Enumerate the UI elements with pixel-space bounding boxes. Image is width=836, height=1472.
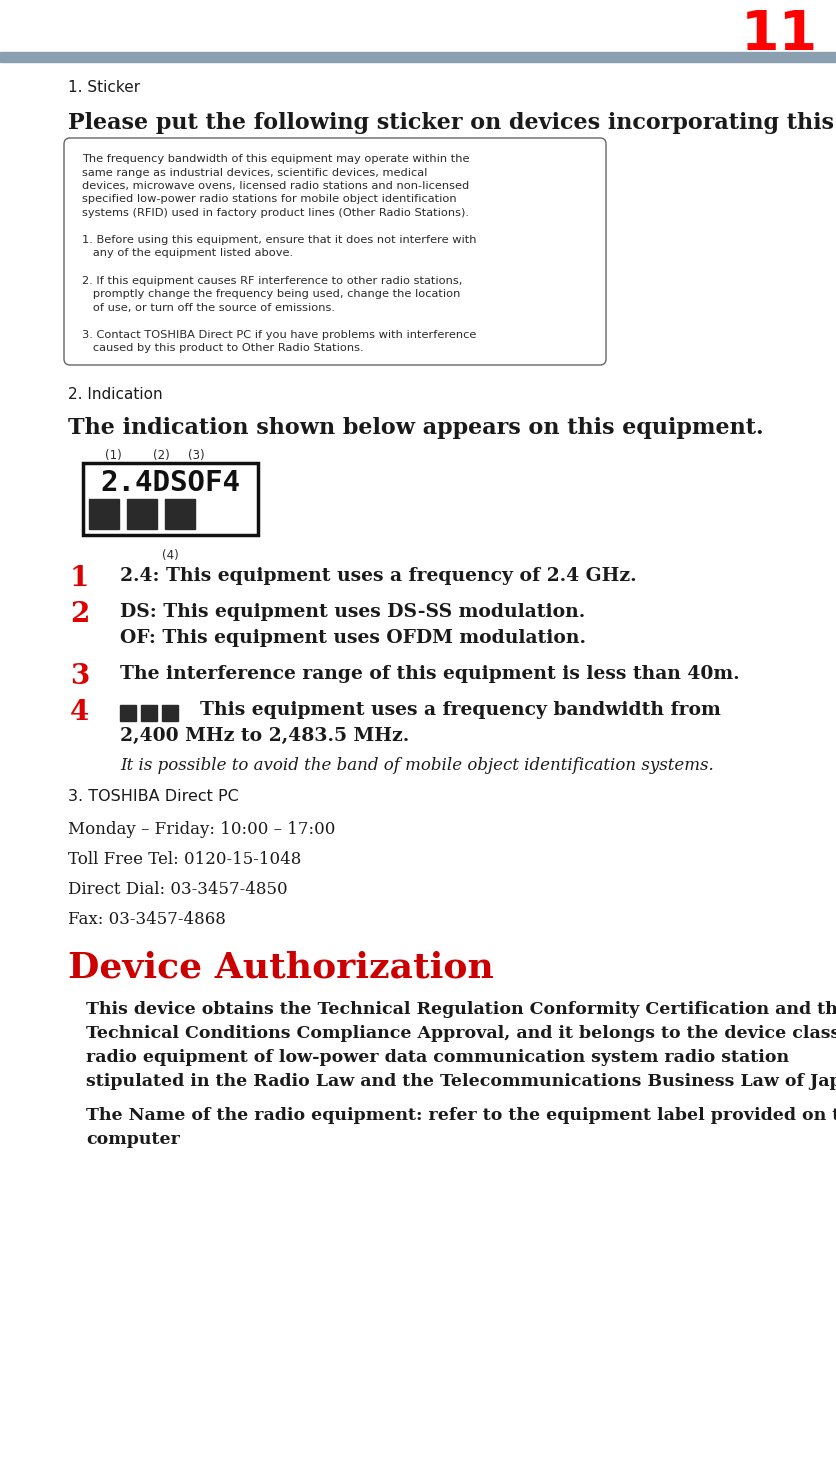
Text: 3. Contact TOSHIBA Direct PC if you have problems with interference: 3. Contact TOSHIBA Direct PC if you have…: [82, 330, 476, 340]
Text: DS: This equipment uses DS-SS modulation.: DS: This equipment uses DS-SS modulation…: [120, 604, 584, 621]
Bar: [0, 52, 836, 62]
Bar: [83, 464, 257, 534]
Text: 3: 3: [70, 662, 89, 690]
Text: Monday – Friday: 10:00 – 17:00: Monday – Friday: 10:00 – 17:00: [68, 821, 335, 838]
Text: specified low-power radio stations for mobile object identification: specified low-power radio stations for m…: [82, 194, 456, 205]
Text: This device obtains the Technical Regulation Conformity Certification and the: This device obtains the Technical Regula…: [86, 1001, 836, 1019]
Bar: [89, 499, 119, 528]
Text: computer: computer: [86, 1130, 180, 1148]
Text: It is possible to avoid the band of mobile object identification systems.: It is possible to avoid the band of mobi…: [120, 757, 713, 774]
Text: 3. TOSHIBA Direct PC: 3. TOSHIBA Direct PC: [68, 789, 238, 804]
Text: Fax: 03-3457-4868: Fax: 03-3457-4868: [68, 911, 226, 927]
Text: 2.4DSOF4: 2.4DSOF4: [100, 470, 240, 498]
Text: (1): (1): [104, 449, 121, 462]
Text: 1: 1: [70, 565, 89, 592]
Text: caused by this product to Other Radio Stations.: caused by this product to Other Radio St…: [82, 343, 363, 353]
Text: This equipment uses a frequency bandwidth from: This equipment uses a frequency bandwidt…: [186, 701, 720, 718]
Text: Technical Conditions Compliance Approval, and it belongs to the device class of: Technical Conditions Compliance Approval…: [86, 1025, 836, 1042]
Bar: [127, 499, 157, 528]
Text: 1. Before using this equipment, ensure that it does not interfere with: 1. Before using this equipment, ensure t…: [82, 236, 476, 244]
Bar: [120, 705, 135, 721]
Text: devices, microwave ovens, licensed radio stations and non-licensed: devices, microwave ovens, licensed radio…: [82, 181, 469, 191]
Text: Direct Dial: 03-3457-4850: Direct Dial: 03-3457-4850: [68, 882, 288, 898]
Text: any of the equipment listed above.: any of the equipment listed above.: [82, 249, 293, 259]
Text: stipulated in the Radio Law and the Telecommunications Business Law of Japan.: stipulated in the Radio Law and the Tele…: [86, 1073, 836, 1089]
Text: The frequency bandwidth of this equipment may operate within the: The frequency bandwidth of this equipmen…: [82, 155, 469, 163]
Text: 4: 4: [70, 699, 89, 726]
Text: 2,400 MHz to 2,483.5 MHz.: 2,400 MHz to 2,483.5 MHz.: [120, 727, 409, 745]
FancyBboxPatch shape: [64, 138, 605, 365]
Text: OF: This equipment uses OFDM modulation.: OF: This equipment uses OFDM modulation.: [120, 629, 585, 648]
Text: (4): (4): [162, 549, 179, 562]
Bar: [162, 705, 178, 721]
Text: Device Authorization: Device Authorization: [68, 951, 493, 985]
Text: The Name of the radio equipment: refer to the equipment label provided on the: The Name of the radio equipment: refer t…: [86, 1107, 836, 1125]
Text: 2.4: This equipment uses a frequency of 2.4 GHz.: 2.4: This equipment uses a frequency of …: [120, 567, 636, 584]
Text: 2: 2: [70, 601, 89, 629]
Bar: [140, 705, 157, 721]
Text: of use, or turn off the source of emissions.: of use, or turn off the source of emissi…: [82, 303, 334, 312]
Text: (2): (2): [153, 449, 170, 462]
Text: promptly change the frequency being used, change the location: promptly change the frequency being used…: [82, 289, 460, 299]
Text: (3): (3): [188, 449, 204, 462]
Text: 11: 11: [740, 7, 817, 62]
Text: The interference range of this equipment is less than 40m.: The interference range of this equipment…: [120, 665, 739, 683]
Text: The indication shown below appears on this equipment.: The indication shown below appears on th…: [68, 417, 762, 439]
Bar: [0, 0, 836, 54]
Text: 1. Sticker: 1. Sticker: [68, 79, 140, 96]
Text: Please put the following sticker on devices incorporating this product.: Please put the following sticker on devi…: [68, 112, 836, 134]
Text: radio equipment of low-power data communication system radio station: radio equipment of low-power data commun…: [86, 1050, 788, 1066]
Text: Toll Free Tel: 0120-15-1048: Toll Free Tel: 0120-15-1048: [68, 851, 301, 868]
Text: systems (RFID) used in factory product lines (Other Radio Stations).: systems (RFID) used in factory product l…: [82, 208, 468, 218]
Text: same range as industrial devices, scientific devices, medical: same range as industrial devices, scient…: [82, 168, 427, 178]
Text: 2. Indication: 2. Indication: [68, 387, 162, 402]
Text: 2. If this equipment causes RF interference to other radio stations,: 2. If this equipment causes RF interfere…: [82, 275, 461, 286]
Bar: [165, 499, 195, 528]
